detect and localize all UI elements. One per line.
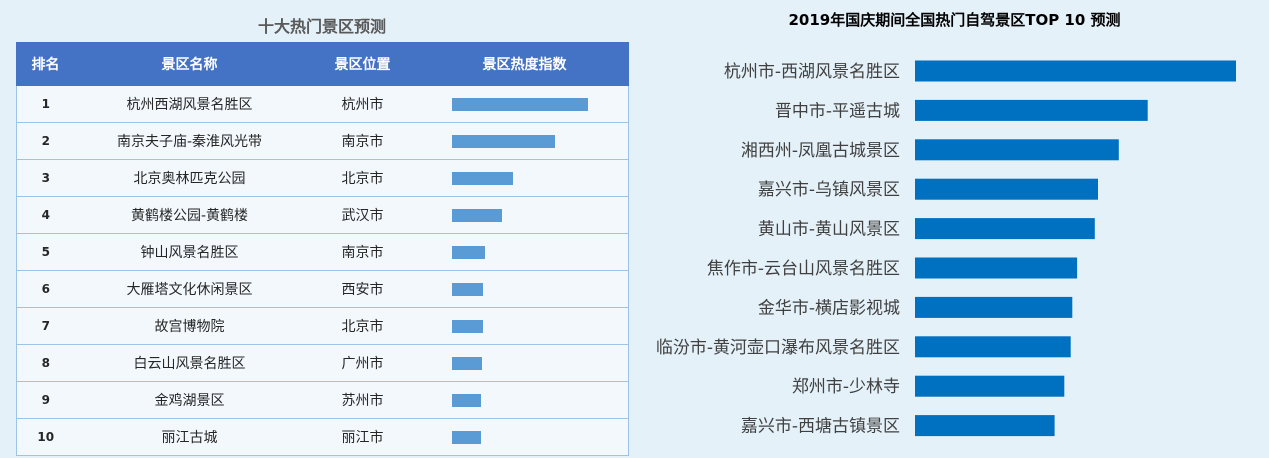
location-cell: 南京市 xyxy=(304,122,421,160)
heat-index-bar xyxy=(451,97,588,111)
heat-index-bar xyxy=(451,393,481,407)
chart-bar xyxy=(915,296,1073,318)
chart-title: 2019年国庆期间全国热门自驾景区TOP 10 预测 xyxy=(788,11,1121,29)
heat-index-bar xyxy=(451,171,513,185)
scenic-name-cell: 金鸡湖景区 xyxy=(74,381,305,419)
location-cell: 北京市 xyxy=(304,159,421,197)
heat-index-bar xyxy=(451,282,483,296)
table-row: 7 故宫博物院 北京市 xyxy=(16,307,629,345)
table-row: 3 北京奥林匹克公园 北京市 xyxy=(16,159,629,197)
heat-index-cell xyxy=(420,270,629,308)
chart-bar xyxy=(915,99,1148,121)
location-cell: 武汉市 xyxy=(304,196,421,234)
header-rank: 排名 xyxy=(16,42,75,86)
category-label: 金华市-横店影视城 xyxy=(758,298,900,318)
chart-bar xyxy=(915,218,1095,240)
scenic-name-cell: 杭州西湖风景名胜区 xyxy=(74,85,305,123)
category-label: 黄山市-黄山风景区 xyxy=(758,220,900,240)
category-label: 郑州市-少林寺 xyxy=(792,377,900,397)
category-label: 杭州市-西湖风景名胜区 xyxy=(724,62,900,82)
chart-bar xyxy=(915,375,1065,397)
chart-bar xyxy=(915,139,1119,161)
chart-bar xyxy=(915,415,1055,437)
heat-index-cell xyxy=(420,196,629,234)
heat-index-bar xyxy=(451,245,485,259)
heat-index-bar xyxy=(451,208,502,222)
category-label: 嘉兴市-乌镇风景区 xyxy=(758,180,900,200)
chart-bar xyxy=(915,178,1098,200)
location-cell: 西安市 xyxy=(304,270,421,308)
scenic-name-cell: 故宫博物院 xyxy=(74,307,305,345)
scenic-name-cell: 钟山风景名胜区 xyxy=(74,233,305,271)
table-row: 5 钟山风景名胜区 南京市 xyxy=(16,233,629,271)
scenic-name-cell: 南京夫子庙-秦淮风光带 xyxy=(74,122,305,160)
heat-index-cell xyxy=(420,418,629,456)
location-cell: 北京市 xyxy=(304,307,421,345)
location-cell: 杭州市 xyxy=(304,85,421,123)
category-label: 晋中市-平遥古城 xyxy=(775,101,900,121)
heat-index-cell xyxy=(420,233,629,271)
table-body: 1 杭州西湖风景名胜区 杭州市 2 南京夫子庙-秦淮风光带 南京市 3 北京奥林匹克公园 北京市… xyxy=(16,85,629,456)
heat-index-bar xyxy=(451,430,481,444)
heat-index-bar xyxy=(451,319,483,333)
heat-index-cell xyxy=(420,85,629,123)
category-label: 湘西州-凤凰古城景区 xyxy=(741,141,900,161)
header-location: 景区位置 xyxy=(304,42,421,86)
table-row: 9 金鸡湖景区 苏州市 xyxy=(16,381,629,419)
location-cell: 丽江市 xyxy=(304,418,421,456)
table-row: 8 白云山风景名胜区 广州市 xyxy=(16,344,629,382)
rank-cell: 2 xyxy=(16,122,75,160)
rank-cell: 6 xyxy=(16,270,75,308)
location-cell: 苏州市 xyxy=(304,381,421,419)
chart-bar xyxy=(915,336,1071,358)
table-header-row: 排名 景区名称 景区位置 景区热度指数 xyxy=(16,42,629,86)
header-heat: 景区热度指数 xyxy=(420,42,629,86)
table-row: 6 大雁塔文化休闲景区 西安市 xyxy=(16,270,629,308)
scenic-name-cell: 丽江古城 xyxy=(74,418,305,456)
scenic-name-cell: 黄鹤楼公园-黄鹤楼 xyxy=(74,196,305,234)
location-cell: 广州市 xyxy=(304,344,421,382)
chart-bar xyxy=(915,60,1236,82)
table-row: 1 杭州西湖风景名胜区 杭州市 xyxy=(16,85,629,123)
rank-cell: 10 xyxy=(16,418,75,456)
chart-bar xyxy=(915,257,1078,279)
location-cell: 南京市 xyxy=(304,233,421,271)
scenic-name-cell: 大雁塔文化休闲景区 xyxy=(74,270,305,308)
ranking-table: 排名 景区名称 景区位置 景区热度指数 1 杭州西湖风景名胜区 杭州市 2 南京夫子庙-… xyxy=(16,42,629,456)
heat-index-bar xyxy=(451,134,555,148)
rank-cell: 5 xyxy=(16,233,75,271)
scenic-name-cell: 北京奥林匹克公园 xyxy=(74,159,305,197)
heat-index-bar xyxy=(451,356,482,370)
category-label: 焦作市-云台山风景名胜区 xyxy=(707,259,900,279)
table-title: 十大热门景区预测 xyxy=(257,17,386,36)
rank-cell: 9 xyxy=(16,381,75,419)
rank-cell: 3 xyxy=(16,159,75,197)
heat-index-cell xyxy=(420,344,629,382)
table-row: 2 南京夫子庙-秦淮风光带 南京市 xyxy=(16,122,629,160)
table-row: 10 丽江古城 丽江市 xyxy=(16,418,629,456)
category-label: 嘉兴市-西塘古镇景区 xyxy=(741,417,900,437)
category-label: 临汾市-黄河壶口瀑布风景名胜区 xyxy=(656,338,900,358)
